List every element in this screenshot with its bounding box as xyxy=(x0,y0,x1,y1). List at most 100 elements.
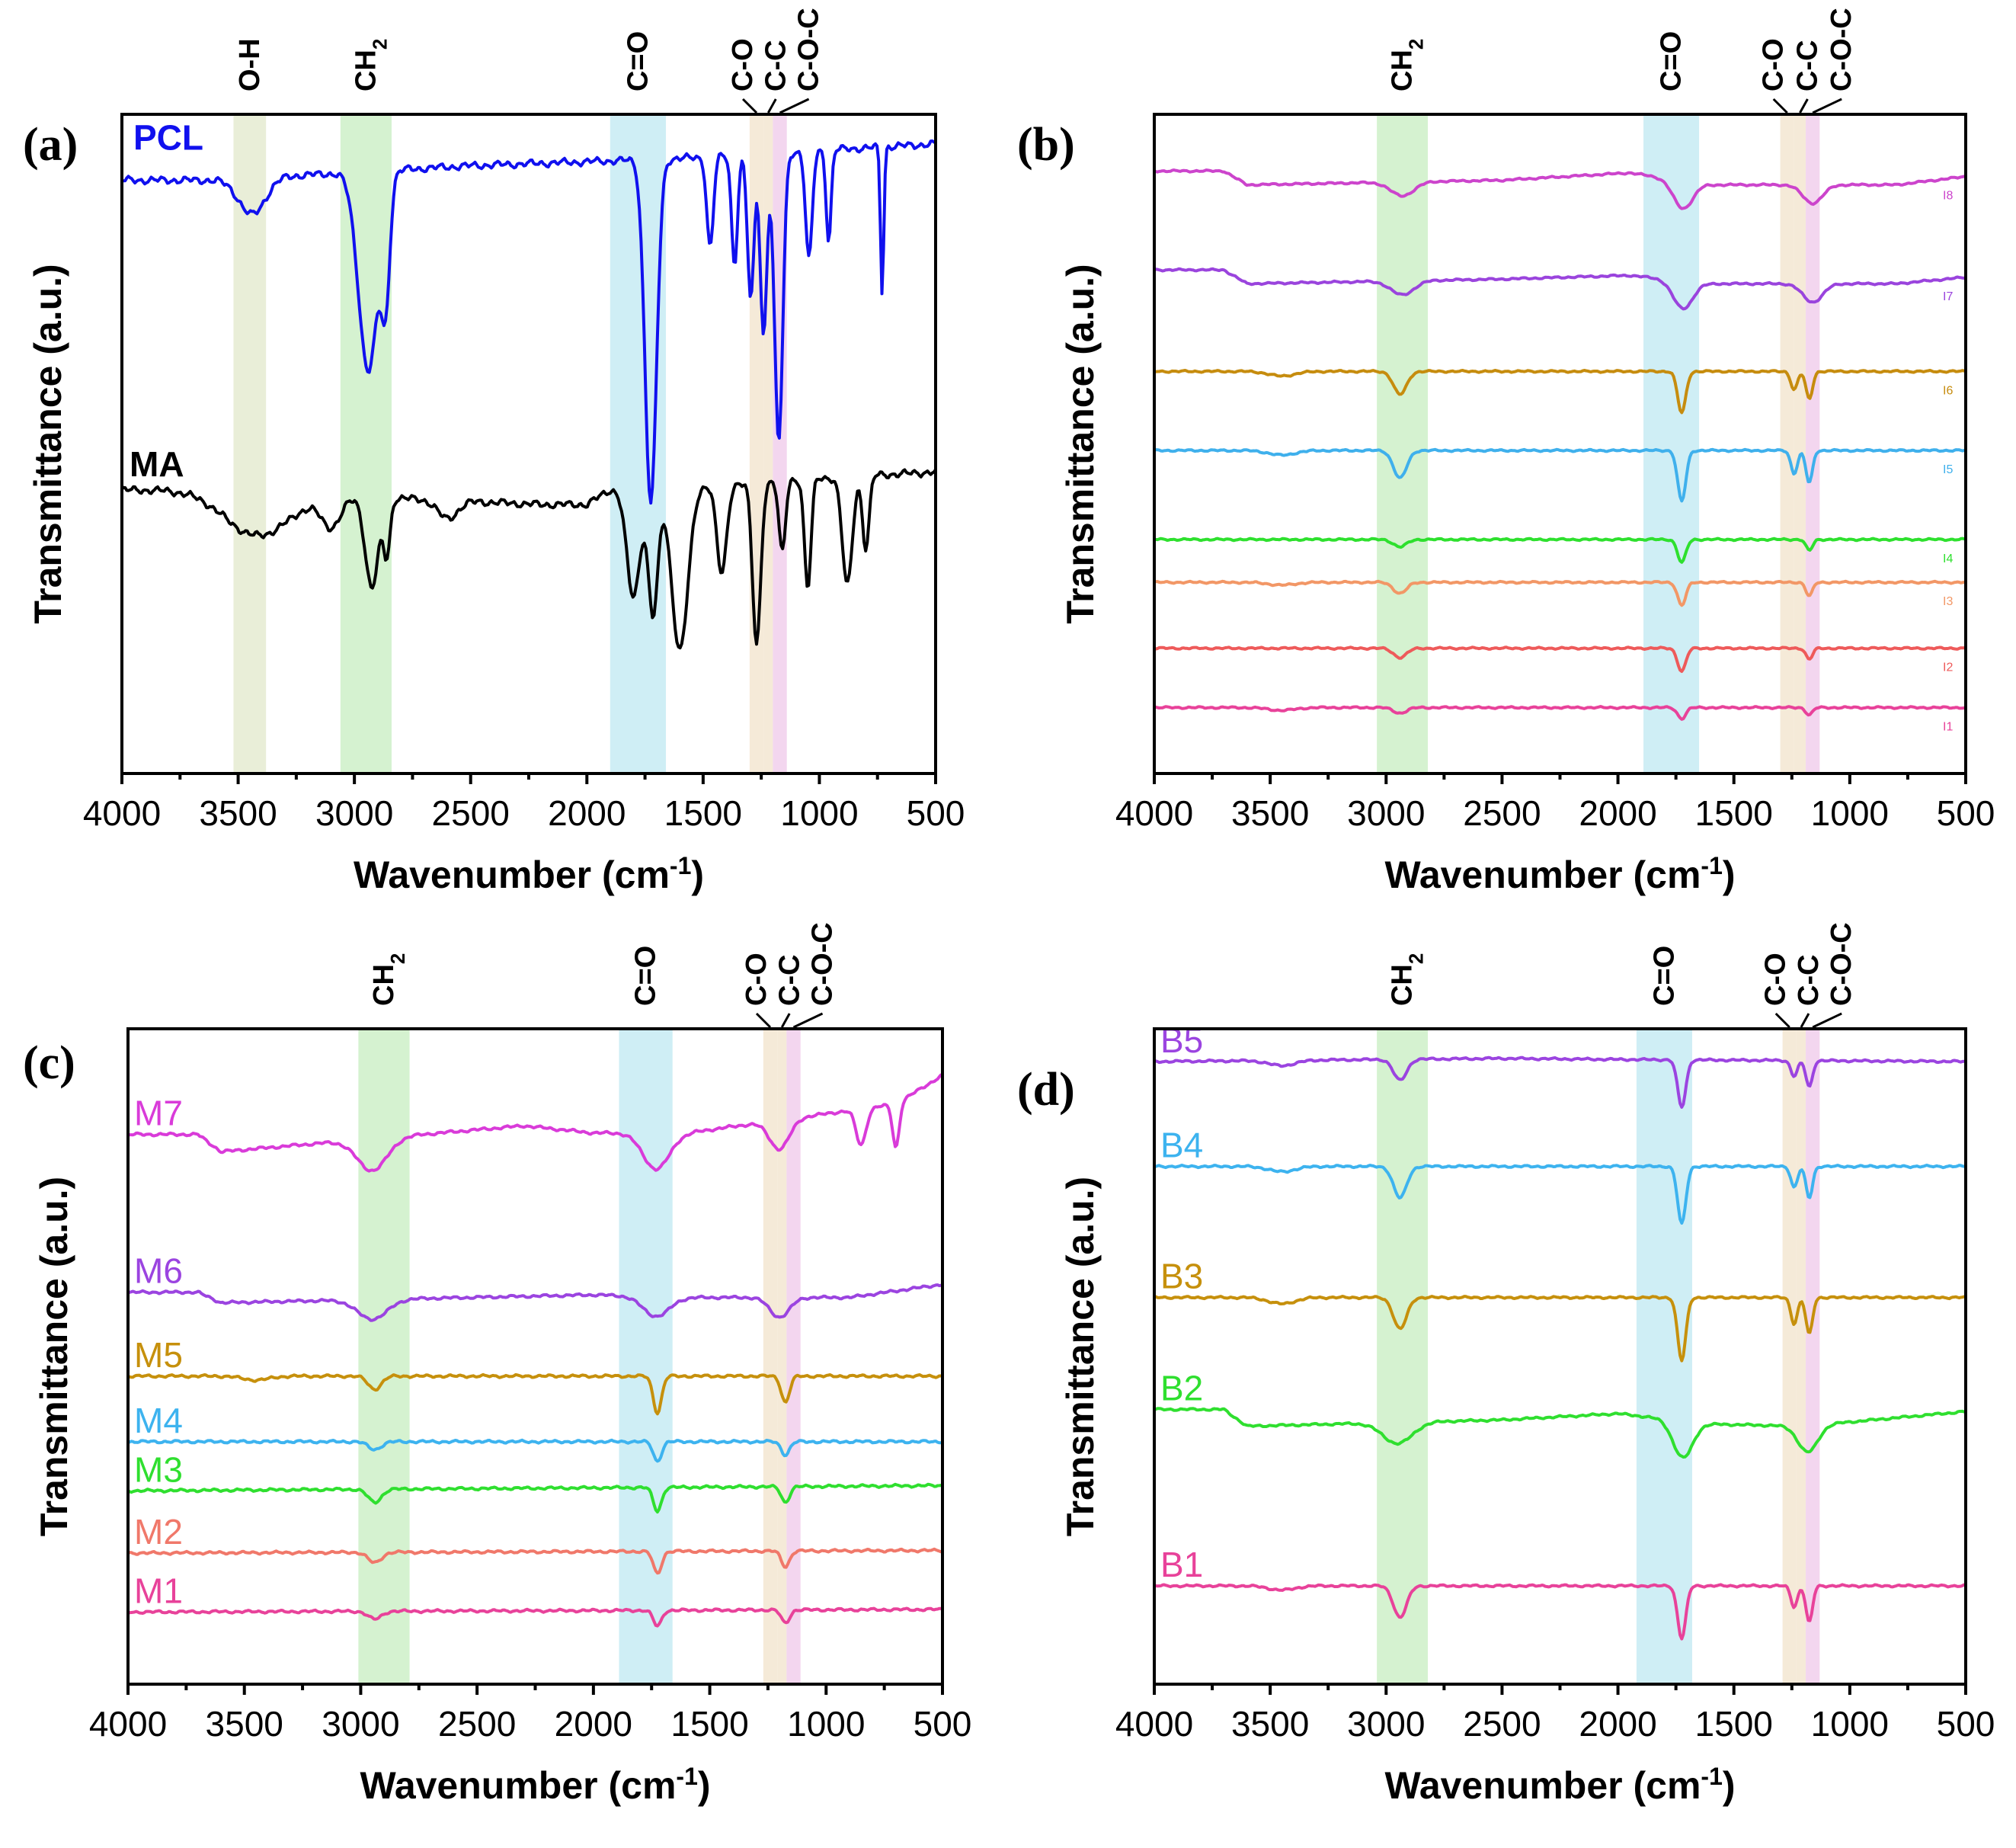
series-line-m4 xyxy=(127,1438,943,1463)
band-c-c xyxy=(777,1029,787,1684)
x-tick-label: 1000 xyxy=(1811,1704,1889,1744)
x-tick-label: 4000 xyxy=(1115,793,1193,833)
band-c-o-c xyxy=(786,1029,801,1684)
series-label-i2: I2 xyxy=(1943,661,1953,674)
band-arrow xyxy=(780,1013,791,1028)
series-label-ma: MA xyxy=(130,444,184,484)
x-axis-title: Wavenumber (cm-1) xyxy=(1384,1763,1735,1807)
band-c-o-c xyxy=(1806,114,1820,773)
x-tick-label: 3000 xyxy=(1347,793,1425,833)
band-label-c-c: C-C xyxy=(1793,954,1825,1006)
band-arrow xyxy=(1812,98,1842,114)
band-label-c-c: C-C xyxy=(1791,40,1823,91)
band-arrow xyxy=(779,98,810,114)
x-tick-label: 3500 xyxy=(206,1704,283,1744)
band-arrow xyxy=(755,1012,772,1029)
band-label-c-o: C=O xyxy=(1656,31,1688,91)
chart-panel-1: I8 I7 I6 I5 I4 I3 I2 I1 4000 3500 3000 2500 2000 1500… xyxy=(1017,8,1995,896)
band-label-c-o-c: C-O-C xyxy=(1826,922,1858,1006)
x-tick-label: 2500 xyxy=(432,793,510,833)
band-c-c xyxy=(1796,1029,1806,1684)
band-label-c-o: C-O xyxy=(727,38,759,91)
x-tick-label: 1000 xyxy=(787,1704,865,1744)
series-line-b2 xyxy=(1154,1407,1966,1459)
series-label-b2: B2 xyxy=(1160,1368,1203,1408)
x-tick-label: 500 xyxy=(914,1704,972,1744)
series-line-pcl xyxy=(122,139,936,505)
panel-label: (d) xyxy=(1017,1064,1075,1116)
plot-frame xyxy=(1153,113,1967,775)
panel-label: (a) xyxy=(23,119,78,171)
x-tick-label: 1500 xyxy=(664,793,742,833)
series-line-b4 xyxy=(1154,1164,1966,1225)
y-axis-title: Transmittance (a.u.) xyxy=(33,1177,75,1536)
x-tick-label: 3500 xyxy=(199,793,277,833)
band-label-c-c: C-C xyxy=(773,954,805,1006)
series-line-m5 xyxy=(127,1372,943,1416)
y-axis-title: Transmittance (a.u.) xyxy=(1059,264,1102,623)
band-c-c xyxy=(763,114,773,773)
series-line-i8 xyxy=(1154,168,1966,210)
band-o-h xyxy=(233,114,267,773)
series-label-m4: M4 xyxy=(134,1401,183,1440)
series-label-b3: B3 xyxy=(1160,1257,1203,1296)
band-arrow xyxy=(741,98,758,114)
series-label-i4: I4 xyxy=(1943,552,1953,565)
x-tick-label: 1500 xyxy=(1695,1704,1773,1744)
x-tick-label: 1500 xyxy=(670,1704,748,1744)
band-ch2 xyxy=(1377,114,1429,773)
x-tick-label: 3000 xyxy=(322,1704,399,1744)
x-tick-label: 4000 xyxy=(83,793,161,833)
series-line-b1 xyxy=(1154,1583,1966,1641)
x-tick-label: 2000 xyxy=(555,1704,632,1744)
series-line-m7 xyxy=(127,1073,943,1173)
x-tick-label: 3500 xyxy=(1231,1704,1309,1744)
x-tick-label: 3000 xyxy=(315,793,393,833)
band-label-c-o-c: C-O-C xyxy=(807,922,839,1006)
x-tick-label: 3500 xyxy=(1231,793,1309,833)
x-axis-title: Wavenumber (cm-1) xyxy=(360,1763,710,1807)
band-c-o-c xyxy=(1806,1029,1820,1684)
series-line-m6 xyxy=(127,1283,943,1322)
series-label-m2: M2 xyxy=(134,1512,183,1552)
series-line-b5 xyxy=(1154,1055,1966,1109)
series-label-m7: M7 xyxy=(134,1094,183,1133)
chart-panel-3: B5 B4 B3 B2 B1 4000 3500 3000 2500 2000 1500 1000 50… xyxy=(1017,922,1995,1807)
band-c-o xyxy=(763,1029,778,1684)
band-label-ch2: CH2 xyxy=(350,39,391,91)
series-label-i6: I6 xyxy=(1943,384,1953,397)
band-c-c xyxy=(1794,114,1806,773)
band-label-o-h: O-H xyxy=(234,38,266,91)
series-line-i2 xyxy=(1154,645,1966,673)
series-line-i1 xyxy=(1154,705,1966,721)
series-line-i5 xyxy=(1154,447,1966,503)
band-arrow xyxy=(1800,1013,1810,1028)
series-line-i7 xyxy=(1154,267,1966,311)
band-label-c-o: C-O xyxy=(1758,38,1790,91)
band-label-ch2: CH2 xyxy=(1387,39,1428,91)
series-line-i3 xyxy=(1154,579,1966,607)
band-label-c-o: C-O xyxy=(1760,953,1792,1006)
series-label-pcl: PCL xyxy=(133,118,203,158)
series-label-b4: B4 xyxy=(1160,1126,1203,1165)
x-tick-label: 4000 xyxy=(1115,1704,1193,1744)
band-label-ch2: CH2 xyxy=(1387,953,1428,1006)
x-tick-label: 500 xyxy=(1937,793,1995,833)
panel-label: (b) xyxy=(1017,119,1075,171)
band-arrow xyxy=(792,1012,824,1029)
series-line-b3 xyxy=(1154,1295,1966,1363)
x-tick-label: 2500 xyxy=(1463,1704,1541,1744)
band-label-ch2: CH2 xyxy=(368,953,409,1006)
series-line-m3 xyxy=(127,1482,943,1514)
x-axis-title: Wavenumber (cm-1) xyxy=(354,852,704,896)
x-tick-label: 500 xyxy=(1937,1704,1995,1744)
y-axis-title: Transmittance (a.u.) xyxy=(27,264,69,623)
x-tick-label: 1500 xyxy=(1695,793,1773,833)
series-label-m5: M5 xyxy=(134,1335,183,1375)
band-c-o xyxy=(1643,114,1700,773)
chart-panel-2: M7 M6 M5 M4 M3 M2 M1 4000 3500 3000 2500 2000 1500 10… xyxy=(23,922,971,1807)
series-line-m1 xyxy=(126,1606,944,1628)
band-ch2 xyxy=(1377,1029,1429,1684)
series-label-b5: B5 xyxy=(1160,1020,1203,1060)
